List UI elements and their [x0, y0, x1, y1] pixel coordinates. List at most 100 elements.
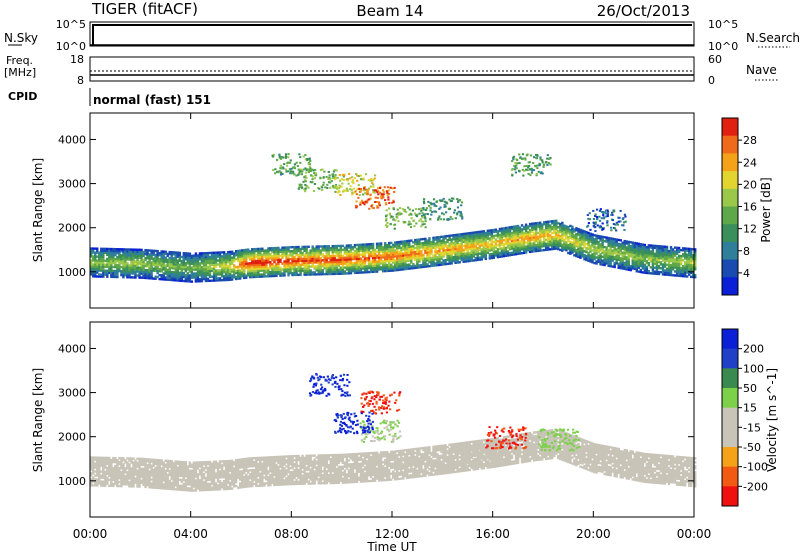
heatmap-cell: [620, 224, 624, 227]
heatmap-cell: [386, 191, 389, 194]
heatmap-cell: [369, 250, 373, 254]
y-tick-label: 3000: [58, 178, 86, 191]
heatmap-cell: [238, 261, 242, 264]
heatmap-cell: [98, 269, 101, 272]
heatmap-cell: [287, 274, 290, 277]
heatmap-cell: [412, 266, 415, 270]
heatmap-cell: [172, 271, 175, 274]
heatmap-cell: [267, 249, 270, 252]
heatmap-cell: [92, 249, 95, 252]
heatmap-cell: [389, 257, 393, 260]
heatmap-cell: [400, 266, 403, 269]
heatmap-cell: [106, 269, 109, 272]
heatmap-cell: [347, 244, 351, 247]
heatmap-cell: [134, 252, 137, 255]
heatmap-cell: [349, 268, 353, 271]
heatmap-cell: [366, 201, 369, 204]
heatmap-cell: [631, 253, 634, 256]
heatmap-cell: [122, 262, 125, 265]
heatmap-cell: [305, 265, 308, 268]
heatmap-cell: [520, 224, 524, 227]
heatmap-cell: [603, 249, 606, 253]
heatmap-cell: [102, 269, 105, 272]
heatmap-cell: [504, 238, 508, 242]
heatmap-cell: [154, 257, 157, 261]
heatmap-cell: [383, 261, 387, 265]
heatmap-cell: [114, 269, 117, 273]
heatmap-cell: [306, 168, 309, 171]
heatmap-cell: [243, 258, 246, 262]
heatmap-cell: [295, 249, 298, 253]
heatmap-cell: [396, 243, 399, 246]
heatmap-cell: [448, 242, 451, 245]
heatmap-cell: [599, 235, 602, 238]
heatmap-cell: [392, 199, 395, 202]
heatmap-cell: [319, 263, 322, 266]
heatmap-cell: [198, 256, 202, 259]
heatmap-cell: [639, 258, 643, 262]
heatmap-cell: [371, 250, 375, 254]
heatmap-cell: [655, 244, 659, 248]
heatmap-cell: [470, 241, 473, 245]
heatmap-cell: [581, 243, 584, 246]
heatmap-cell: [273, 272, 276, 276]
heatmap-cell: [102, 275, 105, 278]
heatmap-cell: [329, 264, 332, 268]
heatmap-cell: [122, 477, 125, 480]
heatmap-cell: [436, 256, 439, 259]
heatmap-cell: [152, 267, 155, 270]
heatmap-cell: [170, 270, 173, 274]
heatmap-cell: [438, 261, 441, 265]
heatmap-cell: [671, 254, 675, 257]
heatmap-cell: [301, 187, 304, 190]
heatmap-cell: [436, 258, 439, 261]
heatmap-cell: [263, 263, 266, 266]
heatmap-cell: [478, 230, 481, 234]
heatmap-cell: [434, 246, 437, 249]
heatmap-cell: [601, 235, 604, 239]
heatmap-cell: [587, 255, 590, 258]
heatmap-cell: [406, 265, 409, 269]
heatmap-cell: [602, 214, 605, 217]
heatmap-cell: [432, 258, 435, 261]
heatmap-cell: [166, 272, 169, 275]
heatmap-cell: [430, 252, 433, 256]
heatmap-cell: [357, 261, 361, 264]
heatmap-cell: [613, 247, 616, 251]
heatmap-cell: [204, 279, 208, 283]
heatmap-cell: [589, 248, 592, 251]
heatmap-cell: [160, 262, 163, 265]
heatmap-cell: [315, 269, 318, 272]
heatmap-cell: [222, 261, 226, 264]
heatmap-cell: [583, 232, 586, 235]
heatmap-cell: [567, 251, 570, 255]
heatmap-cell: [389, 255, 393, 259]
heatmap-cell: [168, 250, 171, 254]
heatmap-cell: [645, 255, 649, 259]
heatmap-cell: [587, 233, 590, 237]
heatmap-cell: [611, 257, 614, 260]
heatmap-cell: [355, 271, 359, 275]
heatmap-cell: [543, 240, 546, 244]
heatmap-cell: [226, 254, 230, 258]
heatmap-cell: [655, 272, 659, 276]
heatmap-cell: [120, 254, 123, 257]
heatmap-cell: [309, 170, 313, 173]
heatmap-cell: [138, 272, 141, 275]
heatmap-cell: [98, 466, 101, 469]
heatmap-cell: [102, 247, 105, 251]
heatmap-cell: [601, 222, 604, 225]
heatmap-cell: [369, 262, 373, 266]
heatmap-cell: [599, 239, 602, 242]
heatmap-cell: [571, 227, 574, 230]
heatmap-cell: [168, 258, 171, 262]
heatmap-cell: [118, 258, 121, 261]
heatmap-cell: [500, 241, 504, 244]
heatmap-cell: [196, 280, 200, 283]
heatmap-cell: [624, 220, 627, 223]
heatmap-cell: [609, 249, 612, 252]
heatmap-cell: [271, 272, 274, 276]
heatmap-cell: [361, 247, 365, 250]
heatmap-cell: [168, 260, 171, 264]
heatmap-cell: [569, 228, 572, 232]
